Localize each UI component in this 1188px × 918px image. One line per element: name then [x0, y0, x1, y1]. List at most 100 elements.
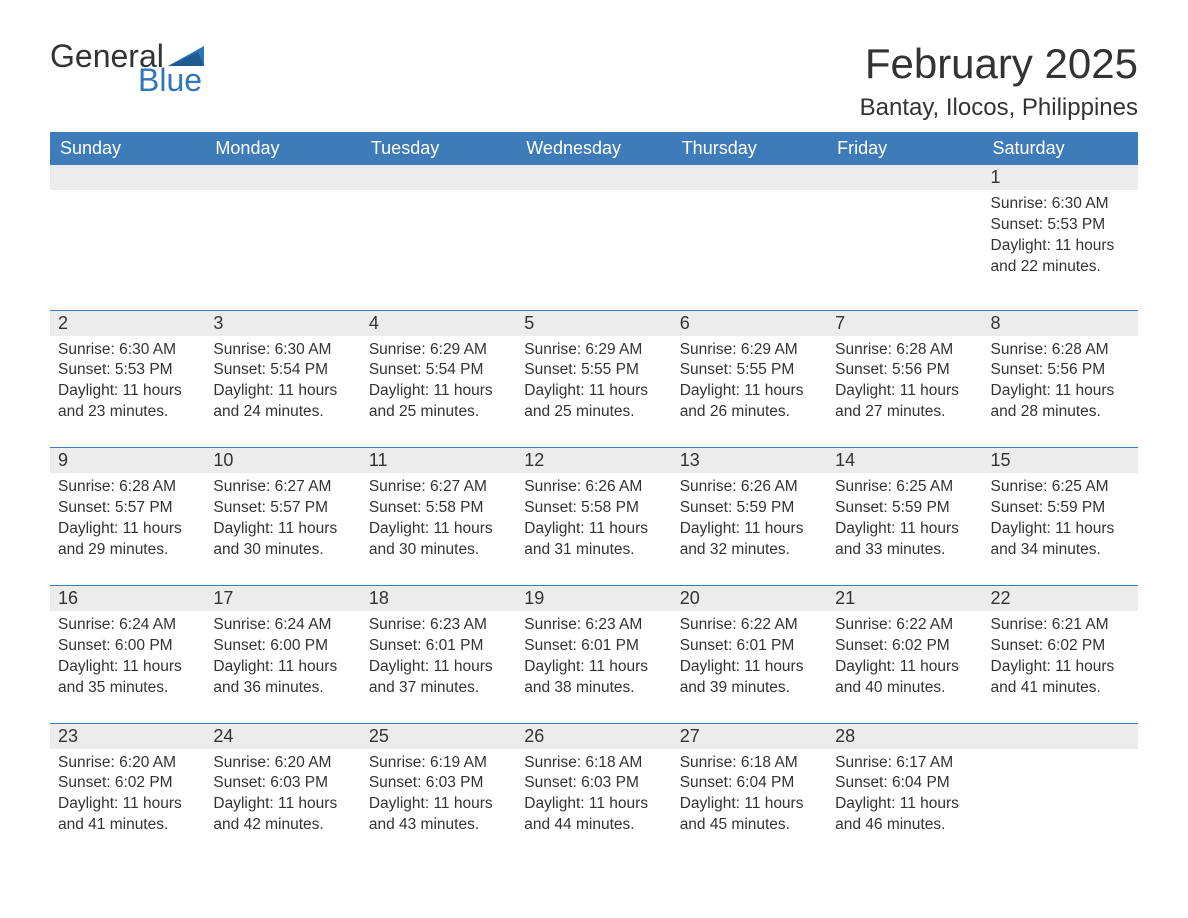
sunset-text: Sunset: 5:53 PM — [991, 215, 1130, 236]
daylight-text: Daylight: 11 hours and 30 minutes. — [213, 519, 352, 561]
day-number: 19 — [516, 586, 671, 611]
day-details: Sunrise: 6:23 AMSunset: 6:01 PMDaylight:… — [361, 611, 516, 723]
sunset-text: Sunset: 5:53 PM — [58, 360, 197, 381]
day-number: 25 — [361, 724, 516, 749]
sunset-text: Sunset: 6:04 PM — [680, 773, 819, 794]
daylight-text: Daylight: 11 hours and 40 minutes. — [835, 657, 974, 699]
daylight-text: Daylight: 11 hours and 41 minutes. — [58, 794, 197, 836]
day-number: 13 — [672, 448, 827, 473]
day-number-row: 232425262728 — [50, 724, 1138, 749]
daylight-text: Daylight: 11 hours and 34 minutes. — [991, 519, 1130, 561]
day-details: Sunrise: 6:21 AMSunset: 6:02 PMDaylight:… — [983, 611, 1138, 723]
day-number: 15 — [983, 448, 1138, 473]
sunrise-text: Sunrise: 6:29 AM — [369, 340, 508, 361]
day-number — [50, 165, 205, 190]
daylight-text: Daylight: 11 hours and 28 minutes. — [991, 381, 1130, 423]
sunrise-text: Sunrise: 6:20 AM — [213, 753, 352, 774]
sunset-text: Sunset: 5:54 PM — [213, 360, 352, 381]
day-number — [516, 165, 671, 190]
sunrise-text: Sunrise: 6:29 AM — [680, 340, 819, 361]
sunset-text: Sunset: 5:57 PM — [213, 498, 352, 519]
sunset-text: Sunset: 5:56 PM — [991, 360, 1130, 381]
sunset-text: Sunset: 5:58 PM — [369, 498, 508, 519]
sunset-text: Sunset: 5:59 PM — [991, 498, 1130, 519]
sunset-text: Sunset: 5:58 PM — [524, 498, 663, 519]
day-details — [361, 190, 516, 310]
location-subtitle: Bantay, Ilocos, Philippines — [860, 94, 1138, 122]
sunrise-text: Sunrise: 6:19 AM — [369, 753, 508, 774]
day-number: 23 — [50, 724, 205, 749]
day-number: 2 — [50, 311, 205, 336]
sunset-text: Sunset: 5:59 PM — [680, 498, 819, 519]
daylight-text: Daylight: 11 hours and 30 minutes. — [369, 519, 508, 561]
day-details-row: Sunrise: 6:20 AMSunset: 6:02 PMDaylight:… — [50, 749, 1138, 861]
daylight-text: Daylight: 11 hours and 24 minutes. — [213, 381, 352, 423]
day-details: Sunrise: 6:29 AMSunset: 5:54 PMDaylight:… — [361, 336, 516, 448]
day-number: 5 — [516, 311, 671, 336]
sunrise-text: Sunrise: 6:21 AM — [991, 615, 1130, 636]
logo-text-blue: Blue — [138, 64, 204, 96]
day-details — [983, 749, 1138, 861]
day-number: 8 — [983, 311, 1138, 336]
day-details: Sunrise: 6:26 AMSunset: 5:59 PMDaylight:… — [672, 473, 827, 585]
day-details: Sunrise: 6:28 AMSunset: 5:56 PMDaylight:… — [827, 336, 982, 448]
sunset-text: Sunset: 6:01 PM — [369, 636, 508, 657]
day-number: 10 — [205, 448, 360, 473]
day-details-row: Sunrise: 6:30 AMSunset: 5:53 PMDaylight:… — [50, 190, 1138, 310]
sunset-text: Sunset: 5:59 PM — [835, 498, 974, 519]
day-number-row: 2345678 — [50, 311, 1138, 336]
sunset-text: Sunset: 6:00 PM — [213, 636, 352, 657]
sunset-text: Sunset: 5:55 PM — [524, 360, 663, 381]
daylight-text: Daylight: 11 hours and 44 minutes. — [524, 794, 663, 836]
sunset-text: Sunset: 6:04 PM — [835, 773, 974, 794]
day-number-row: 9101112131415 — [50, 448, 1138, 473]
day-number: 6 — [672, 311, 827, 336]
day-details-row: Sunrise: 6:30 AMSunset: 5:53 PMDaylight:… — [50, 336, 1138, 448]
day-details: Sunrise: 6:18 AMSunset: 6:04 PMDaylight:… — [672, 749, 827, 861]
page-header: General Blue February 2025 Bantay, Iloco… — [50, 40, 1138, 122]
sunset-text: Sunset: 5:56 PM — [835, 360, 974, 381]
day-number: 28 — [827, 724, 982, 749]
daylight-text: Daylight: 11 hours and 26 minutes. — [680, 381, 819, 423]
sunrise-text: Sunrise: 6:20 AM — [58, 753, 197, 774]
sunset-text: Sunset: 6:03 PM — [524, 773, 663, 794]
daylight-text: Daylight: 11 hours and 42 minutes. — [213, 794, 352, 836]
sunrise-text: Sunrise: 6:18 AM — [680, 753, 819, 774]
day-details: Sunrise: 6:22 AMSunset: 6:02 PMDaylight:… — [827, 611, 982, 723]
day-header: Friday — [827, 132, 982, 165]
day-number-row: 16171819202122 — [50, 586, 1138, 611]
day-details: Sunrise: 6:20 AMSunset: 6:02 PMDaylight:… — [50, 749, 205, 861]
day-number — [361, 165, 516, 190]
day-details: Sunrise: 6:30 AMSunset: 5:53 PMDaylight:… — [50, 336, 205, 448]
daylight-text: Daylight: 11 hours and 33 minutes. — [835, 519, 974, 561]
day-number: 18 — [361, 586, 516, 611]
daylight-text: Daylight: 11 hours and 23 minutes. — [58, 381, 197, 423]
sunrise-text: Sunrise: 6:25 AM — [991, 477, 1130, 498]
sunrise-text: Sunrise: 6:27 AM — [213, 477, 352, 498]
day-header: Thursday — [672, 132, 827, 165]
day-details: Sunrise: 6:23 AMSunset: 6:01 PMDaylight:… — [516, 611, 671, 723]
sunrise-text: Sunrise: 6:23 AM — [524, 615, 663, 636]
day-details — [205, 190, 360, 310]
daylight-text: Daylight: 11 hours and 29 minutes. — [58, 519, 197, 561]
day-number: 27 — [672, 724, 827, 749]
daylight-text: Daylight: 11 hours and 22 minutes. — [991, 236, 1130, 278]
day-header-row: Sunday Monday Tuesday Wednesday Thursday… — [50, 132, 1138, 165]
day-details: Sunrise: 6:17 AMSunset: 6:04 PMDaylight:… — [827, 749, 982, 861]
day-details: Sunrise: 6:22 AMSunset: 6:01 PMDaylight:… — [672, 611, 827, 723]
day-details: Sunrise: 6:24 AMSunset: 6:00 PMDaylight:… — [205, 611, 360, 723]
sunrise-text: Sunrise: 6:22 AM — [680, 615, 819, 636]
day-number: 17 — [205, 586, 360, 611]
day-number — [672, 165, 827, 190]
daylight-text: Daylight: 11 hours and 36 minutes. — [213, 657, 352, 699]
day-number: 7 — [827, 311, 982, 336]
sunset-text: Sunset: 5:55 PM — [680, 360, 819, 381]
day-details: Sunrise: 6:20 AMSunset: 6:03 PMDaylight:… — [205, 749, 360, 861]
day-number: 20 — [672, 586, 827, 611]
day-details: Sunrise: 6:28 AMSunset: 5:57 PMDaylight:… — [50, 473, 205, 585]
day-number: 22 — [983, 586, 1138, 611]
day-details: Sunrise: 6:29 AMSunset: 5:55 PMDaylight:… — [516, 336, 671, 448]
day-details: Sunrise: 6:30 AMSunset: 5:54 PMDaylight:… — [205, 336, 360, 448]
daylight-text: Daylight: 11 hours and 38 minutes. — [524, 657, 663, 699]
day-header: Monday — [205, 132, 360, 165]
